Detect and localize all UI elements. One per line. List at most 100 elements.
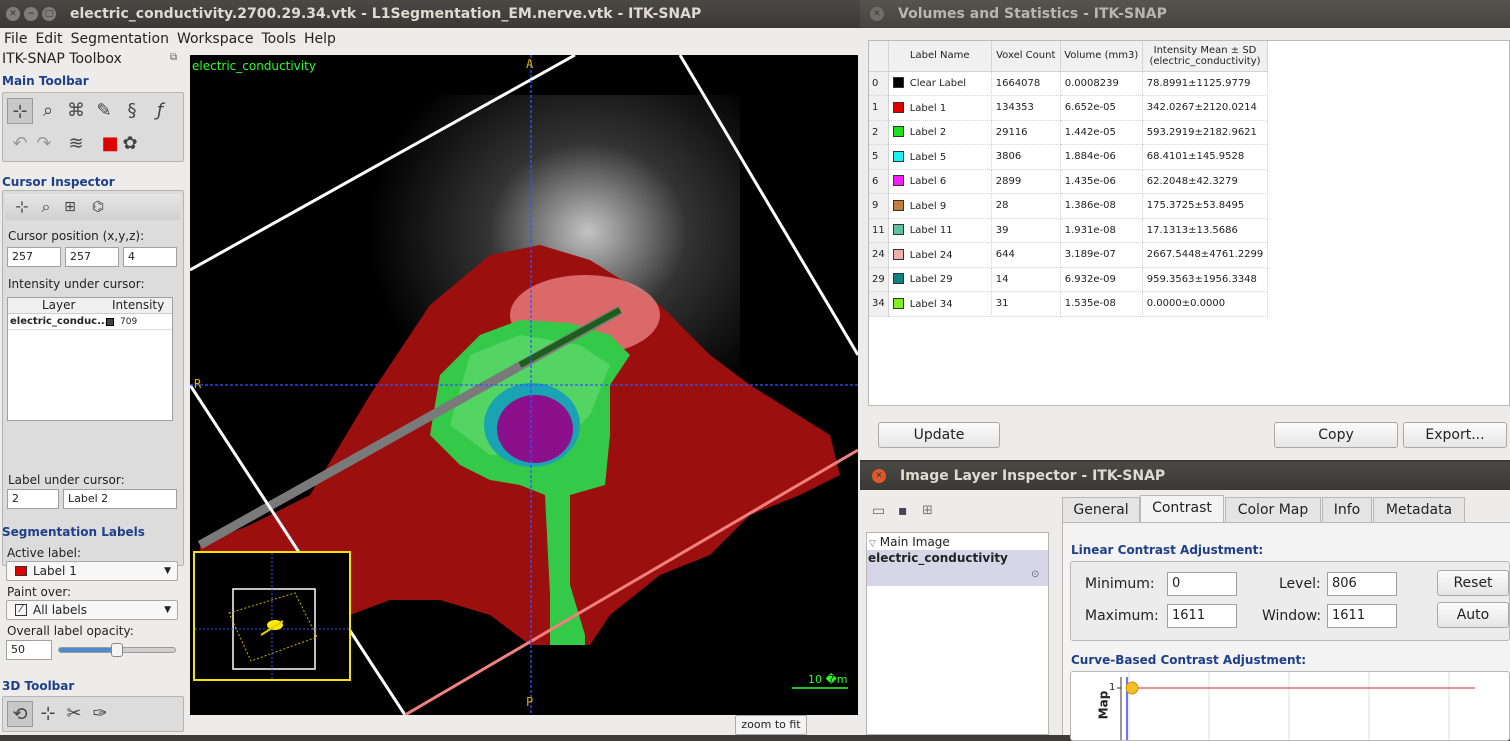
close-window-icon[interactable]: ✕ bbox=[6, 7, 20, 21]
opacity-field[interactable]: 50 bbox=[6, 640, 52, 660]
close-window-icon[interactable]: ✕ bbox=[872, 469, 886, 483]
zoom-tool-icon[interactable]: ⌕ bbox=[42, 100, 54, 121]
level-field[interactable]: 806 bbox=[1327, 572, 1397, 596]
paintbrush-tool-icon[interactable]: ✎ bbox=[96, 100, 112, 121]
layer-column-header: Layer bbox=[42, 298, 76, 312]
row-label-name: Label 5 bbox=[888, 144, 992, 170]
toolbox-undock-icon[interactable]: ⧉ bbox=[170, 52, 178, 63]
tab-color-map[interactable]: Color Map bbox=[1225, 497, 1321, 523]
stats-row[interactable]: 0 Clear Label 1664078 0.0008239 78.8991±1125… bbox=[869, 71, 1269, 96]
tab-metadata[interactable]: Metadata bbox=[1373, 497, 1465, 523]
row-index: 24 bbox=[869, 242, 889, 268]
maximize-window-icon[interactable]: □ bbox=[42, 7, 56, 21]
row-volume: 0.0008239 bbox=[1060, 71, 1143, 96]
curve-box[interactable]: Map 1 bbox=[1070, 671, 1510, 741]
tree-item-menu-icon[interactable]: ⊙ bbox=[1031, 569, 1040, 580]
stats-row[interactable]: 5 Label 5 3806 1.884e-06 68.4101±145.9528 bbox=[869, 144, 1269, 170]
redo-icon[interactable]: ↷ bbox=[36, 133, 52, 154]
layer-tree[interactable]: ▽ Main Image electric_conductivity ⊙ bbox=[866, 532, 1049, 735]
tree-item-electric-conductivity[interactable]: electric_conductivity ⊙ bbox=[867, 550, 1048, 586]
annotation-tool-icon[interactable]: ƒ bbox=[156, 100, 164, 121]
zoom-to-fit-button[interactable]: zoom to fit bbox=[735, 715, 807, 735]
cursor-z-field[interactable]: 4 bbox=[123, 247, 177, 267]
stats-row[interactable]: 24 Label 24 644 3.189e-07 2667.5448±4761.229… bbox=[869, 242, 1269, 268]
tab-contrast[interactable]: Contrast bbox=[1140, 495, 1224, 523]
menu-file[interactable]: File bbox=[4, 31, 28, 47]
stats-row[interactable]: 9 Label 9 28 1.386e-08 175.3725±53.8495 bbox=[869, 193, 1269, 219]
reset-button[interactable]: Reset bbox=[1437, 570, 1509, 596]
layer-grid-icon[interactable]: ⊞ bbox=[922, 503, 933, 518]
maximum-field[interactable]: 1611 bbox=[1167, 604, 1237, 628]
crosshair-tool-icon[interactable]: ⊹ bbox=[7, 98, 33, 124]
snake-tool-icon[interactable]: § bbox=[127, 100, 137, 121]
undo-icon[interactable]: ↶ bbox=[12, 133, 28, 154]
tab-general[interactable]: General bbox=[1062, 497, 1140, 523]
label-name-field[interactable]: Label 2 bbox=[63, 489, 177, 509]
minimum-field[interactable]: 0 bbox=[1167, 572, 1237, 596]
row-label-name: Label 24 bbox=[888, 242, 992, 268]
cursor-position-label: Cursor position (x,y,z): bbox=[8, 229, 145, 243]
thumbnail-image bbox=[195, 553, 349, 679]
layers-icon[interactable]: ≋ bbox=[68, 133, 84, 154]
collapse-icon[interactable]: ▽ bbox=[869, 539, 876, 549]
opacity-slider[interactable] bbox=[58, 643, 176, 657]
rotate-3d-icon[interactable]: ⟲ bbox=[7, 701, 33, 727]
minimize-window-icon[interactable]: − bbox=[24, 7, 38, 21]
row-index: 1 bbox=[869, 95, 889, 121]
menu-edit[interactable]: Edit bbox=[35, 31, 63, 47]
stats-row[interactable]: 2 Label 2 29116 1.442e-05 593.2919±2182.9621 bbox=[869, 120, 1269, 145]
crosshair-3d-icon[interactable]: ⊹ bbox=[40, 703, 56, 724]
update-button[interactable]: Update bbox=[878, 422, 1000, 448]
stats-row[interactable]: 34 Label 34 31 1.535e-08 0.0000±0.0000 bbox=[869, 291, 1269, 317]
chevron-down-icon: ▼ bbox=[164, 605, 171, 615]
close-window-icon[interactable]: ✕ bbox=[870, 7, 884, 21]
cursor-inspector-header: Cursor Inspector bbox=[2, 175, 115, 189]
cursor-mode-icon[interactable]: ⊹ bbox=[15, 197, 29, 216]
cursor-zoom-icon[interactable]: ⌕ bbox=[41, 197, 51, 216]
spray-3d-icon[interactable]: ✑ bbox=[92, 703, 108, 724]
menu-tools[interactable]: Tools bbox=[261, 31, 297, 47]
paint-over-dropdown[interactable]: ⁄ All labels ▼ bbox=[6, 600, 178, 620]
row-label-text: Label 1 bbox=[909, 102, 947, 114]
stats-table[interactable]: Label Name Voxel Count Volume (mm3) Inte… bbox=[868, 40, 1510, 406]
menu-workspace[interactable]: Workspace bbox=[176, 31, 254, 47]
render-3d-icon[interactable]: ✿ bbox=[122, 133, 138, 154]
export-button[interactable]: Export... bbox=[1403, 422, 1507, 448]
window-field[interactable]: 1611 bbox=[1327, 604, 1397, 628]
intensity-row[interactable]: electric_conduc... 709 bbox=[8, 314, 172, 330]
stats-row[interactable]: 6 Label 6 2899 1.435e-06 62.2048±42.3279 bbox=[869, 169, 1269, 194]
cursor-network-icon[interactable]: ⌬ bbox=[91, 199, 105, 215]
opacity-slider-handle[interactable] bbox=[111, 643, 123, 657]
stats-row[interactable]: 29 Label 29 14 6.932e-09 959.3563±1956.3348 bbox=[869, 267, 1269, 292]
scalpel-3d-icon[interactable]: ✂ bbox=[66, 703, 82, 724]
thumbnail-navigator[interactable] bbox=[193, 551, 351, 681]
intensity-table[interactable]: Layer Intensity electric_conduc... 709 bbox=[7, 297, 173, 421]
row-label-name: Clear Label bbox=[888, 71, 992, 96]
curve-control-point[interactable] bbox=[1125, 681, 1139, 695]
copy-button[interactable]: Copy bbox=[1274, 422, 1398, 448]
label-color-icon[interactable]: ■ bbox=[101, 133, 119, 154]
tab-info[interactable]: Info bbox=[1322, 497, 1372, 523]
toolbox-panel: ITK-SNAP Toolbox ⧉ Main Toolbar ⊹ ⌕ ⌘ ✎ … bbox=[0, 50, 188, 735]
row-volume: 6.652e-05 bbox=[1060, 95, 1143, 121]
active-label-dropdown[interactable]: Label 1 ▼ bbox=[6, 561, 178, 581]
auto-button[interactable]: Auto bbox=[1437, 602, 1509, 628]
polygon-tool-icon[interactable]: ⌘ bbox=[67, 100, 85, 121]
open-layer-icon[interactable]: ▭ bbox=[872, 503, 886, 519]
stats-row[interactable]: 11 Label 11 39 1.931e-08 17.1313±13.5686 bbox=[869, 218, 1269, 243]
row-index: 9 bbox=[869, 193, 889, 219]
cursor-x-field[interactable]: 257 bbox=[7, 247, 61, 267]
tree-group-main-image[interactable]: ▽ Main Image bbox=[869, 535, 950, 549]
row-voxel-count: 3806 bbox=[991, 144, 1061, 170]
cursor-grid-icon[interactable]: ⊞ bbox=[64, 199, 76, 215]
copy-button-label: Copy bbox=[1318, 427, 1354, 443]
menu-help[interactable]: Help bbox=[304, 31, 336, 47]
stats-row[interactable]: 1 Label 1 134353 6.652e-05 342.0267±2120.021… bbox=[869, 95, 1269, 121]
volume-boundary bbox=[190, 55, 576, 272]
slice-viewer[interactable]: electric_conductivity A R P 10 �m bbox=[190, 55, 858, 715]
menu-segmentation[interactable]: Segmentation bbox=[70, 31, 169, 47]
cursor-y-field[interactable]: 257 bbox=[65, 247, 119, 267]
save-layer-icon[interactable]: ▪ bbox=[898, 503, 908, 519]
label-id-field[interactable]: 2 bbox=[7, 489, 59, 509]
contrast-curve bbox=[1117, 672, 1475, 740]
